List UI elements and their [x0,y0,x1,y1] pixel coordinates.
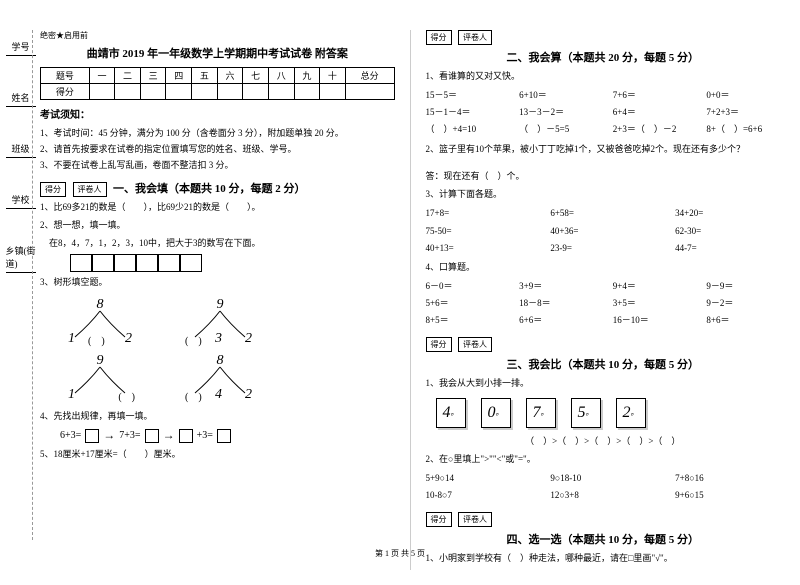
side-field-school: 学校 [6,193,36,209]
calc-block-3: 6－0＝3+9＝9+4＝9－9＝ 5+6＝18－8＝3+5＝9－2＝ 8+5＝6… [426,278,781,329]
card: 4。 [436,398,466,428]
question-2-2: 2、篮子里有10个苹果，被小丁丁吃掉1个，又被爸爸吃掉2个。现在还有多少个？ [426,142,781,157]
score-box: 得分 [40,182,66,197]
score-box: 得分 [426,30,452,45]
question-2-4: 4、口算题。 [426,260,781,275]
binding-margin: 学号 姓名 班级 学校 乡镇(街道) [8,40,33,273]
card: 5。 [571,398,601,428]
question-3-1: 1、我会从大到小排一排。 [426,376,781,391]
section-3-title: 三、我会比（本题共 10 分，每题 5 分） [426,356,781,372]
right-column: 得分 评卷人 二、我会算（本题共 20 分，每题 5 分） 1、看谁算的又对又快… [410,30,781,570]
question-1-2b: 在8，4，7，1，2，3，10中，把大于3的数写在下面。 [40,236,395,251]
compare-blanks: （ ）>（ ）>（ ）>（ ）>（ ） [426,434,781,449]
grader-box: 评卷人 [458,30,492,45]
page-footer: 第 1 页 共 5 页 [0,548,800,559]
card: 2。 [616,398,646,428]
question-1-4: 4、先找出规律，再填一填。 [40,409,395,424]
notice-body: 1、考试时间：45 分钟，满分为 100 分（含卷面分 3 分），附加题单独 2… [40,125,395,174]
section-4-head: 得分 评卷人 [426,512,781,527]
side-field-class: 班级 [6,142,36,158]
question-1-2: 2、想一想，填一填。 [40,218,395,233]
section-2-head: 得分 评卷人 [426,30,781,45]
grader-box: 评卷人 [458,337,492,352]
tree-diagram: 9 ( )32 [180,297,260,347]
question-1-1: 1、比69多21的数是（ ），比69少21的数是（ ）。 [40,200,395,215]
score-box: 得分 [426,512,452,527]
tree-row-1: 8 1( )2 9 ( )32 [40,297,395,347]
confidential-mark: 绝密★启用前 [40,30,395,41]
answer-2-2: 答：现在还有（ ）个。 [426,169,781,184]
question-3-2: 2、在○里填上">""<"或"="。 [426,452,781,467]
side-field-name: 姓名 [6,91,36,107]
score-table: 题号一二三四五六七八九十总分 得分 [40,67,395,100]
section-2-title: 二、我会算（本题共 20 分，每题 5 分） [426,49,781,65]
grader-box: 评卷人 [73,182,107,197]
table-row: 得分 [41,84,395,100]
question-1-5: 5、18厘米+17厘米=（ ）厘米。 [40,447,395,462]
section-1-head: 得分 评卷人 一、我会填（本题共 10 分，每题 2 分） [40,180,395,197]
number-cards: 4。 0。 7。 5。 2。 [426,398,781,428]
side-field-town: 乡镇(街道) [6,244,36,273]
flow-equation: 6+3=→ 7+3=→ +3= [40,428,395,443]
question-1-3: 3、树形填空题。 [40,275,395,290]
grader-box: 评卷人 [458,512,492,527]
notice-title: 考试须知： [40,106,395,121]
tree-diagram: 9 1( ) [60,353,140,403]
calc-block-1: 15－5＝6+10＝7+6＝0+0＝ 15－1－4＝13－3－2＝6+4＝7+2… [426,87,781,138]
table-row: 题号一二三四五六七八九十总分 [41,68,395,84]
tree-diagram: 8 ( )42 [180,353,260,403]
left-column: 绝密★启用前 曲靖市 2019 年一年级数学上学期期中考试试卷 附答案 题号一二… [40,30,395,570]
question-2-1: 1、看谁算的又对又快。 [426,69,781,84]
page-content: 绝密★启用前 曲靖市 2019 年一年级数学上学期期中考试试卷 附答案 题号一二… [0,0,800,585]
tree-diagram: 8 1( )2 [60,297,140,347]
score-box: 得分 [426,337,452,352]
calc-block-2: 17+8=6+58=34+20= 75-50=40+36=62-30= 40+1… [426,205,781,256]
card: 0。 [481,398,511,428]
compare-block: 5+9○149○18-107+8○16 10-8○712○3+89+6○15 [426,470,781,504]
section-3-head: 得分 评卷人 [426,337,781,352]
side-field-id: 学号 [6,40,36,56]
fold-line [32,30,33,540]
question-2-3: 3、计算下面各题。 [426,187,781,202]
card: 7。 [526,398,556,428]
section-4-title: 四、选一选（本题共 10 分，每题 5 分） [426,531,781,547]
answer-boxes [40,254,395,272]
exam-title: 曲靖市 2019 年一年级数学上学期期中考试试卷 附答案 [40,45,395,61]
tree-row-2: 9 1( ) 8 ( )42 [40,353,395,403]
